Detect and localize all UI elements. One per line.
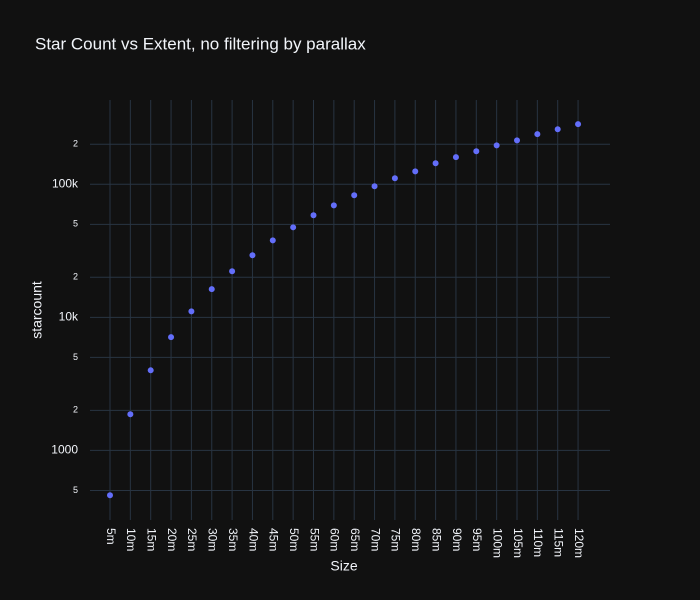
y-tick-label: 10k	[59, 310, 79, 324]
x-tick-label: 55m	[307, 528, 321, 551]
x-tick-label: 65m	[348, 528, 362, 551]
x-tick-label: 120m	[572, 528, 586, 558]
x-tick-label: 30m	[206, 528, 220, 551]
point	[107, 492, 113, 499]
x-tick-label: 70m	[368, 528, 382, 551]
point	[310, 212, 317, 219]
y-tick-label: 100k	[52, 176, 79, 190]
point	[351, 192, 358, 199]
chart-title: Star Count vs Extent, no filtering by pa…	[35, 34, 366, 53]
x-tick-label: 60m	[328, 528, 342, 551]
y-tick-label: 1000	[51, 443, 78, 457]
y-axis-label: starcount	[29, 281, 45, 339]
y-tick-label: 5	[73, 219, 78, 229]
x-tick-label: 80m	[409, 528, 423, 551]
y-tick-label: 5	[73, 352, 78, 362]
point	[514, 137, 520, 144]
x-tick-label: 5m	[104, 528, 118, 545]
x-tick-label: 75m	[389, 528, 403, 551]
point	[452, 154, 459, 161]
point	[147, 367, 154, 374]
point	[127, 411, 134, 418]
y-tick-label: 2	[73, 272, 78, 282]
y-tick-label: 2	[73, 405, 78, 415]
point	[534, 131, 541, 138]
point	[188, 308, 195, 315]
x-tick-label: 20m	[165, 528, 179, 551]
x-tick-label: 100m	[490, 528, 504, 558]
x-tick-label: 105m	[511, 528, 525, 558]
x-tick-label: 40m	[246, 528, 260, 551]
x-tick-label: 115m	[552, 528, 566, 557]
x-tick-label: 90m	[450, 528, 464, 551]
point	[493, 142, 500, 149]
x-tick-label: 50m	[287, 528, 301, 551]
point	[290, 224, 297, 231]
point	[412, 168, 419, 175]
point	[391, 175, 398, 182]
x-tick-label: 110m	[531, 528, 545, 557]
x-tick-label: 15m	[145, 528, 159, 551]
x-tick-label: 85m	[429, 528, 443, 551]
x-tick-label: 25m	[185, 528, 199, 551]
y-tick-label: 2	[73, 139, 78, 149]
point	[575, 121, 582, 128]
x-tick-label: 45m	[267, 528, 281, 551]
point	[473, 148, 480, 155]
point	[371, 183, 378, 190]
point	[208, 286, 215, 293]
point	[554, 126, 561, 133]
y-tick-label: 5	[73, 485, 78, 495]
point	[269, 237, 276, 244]
x-tick-label: 95m	[470, 528, 484, 551]
point	[432, 160, 439, 167]
x-axis-label: Size	[330, 558, 357, 574]
point	[330, 202, 337, 209]
x-tick-label: 10m	[124, 528, 138, 551]
point	[229, 268, 236, 275]
x-tick-label: 35m	[226, 528, 240, 551]
point	[168, 334, 175, 341]
point	[249, 252, 256, 259]
